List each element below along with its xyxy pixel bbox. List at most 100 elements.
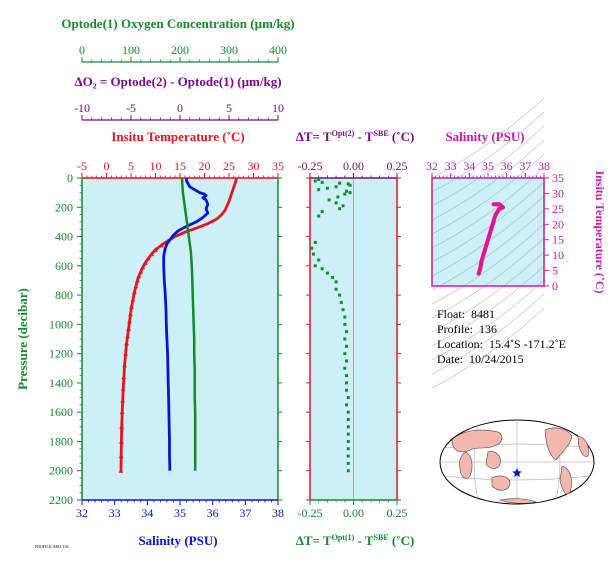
- inset-salinity-axis-tick-label: 32: [426, 159, 438, 173]
- delta-t-point: [346, 425, 350, 429]
- delta-t-point: [313, 240, 317, 244]
- oxygen-series-line: [180, 177, 197, 471]
- oxygen-axis-title: Optode(1) Oxygen Concentration (µm/kg): [61, 16, 294, 31]
- temperature-point: [122, 362, 128, 368]
- date-value: 10/24/2015: [469, 352, 524, 366]
- salinity-axis-tick-label: 37: [239, 506, 251, 520]
- delta-t-point: [348, 191, 352, 195]
- dt-top-axis-title: ΔT= TOpt(2) - TSBE (˚C): [296, 129, 415, 144]
- salinity-axis-tick-label: 36: [207, 506, 219, 520]
- delta-o2-axis-title: ΔO₂ = Optode(2) - Optode(1) (µm/kg): [74, 74, 281, 89]
- density-contour: [431, 251, 545, 333]
- delta-t-point: [338, 293, 342, 297]
- ts-point: [478, 262, 483, 267]
- float-label: Float:: [437, 307, 466, 321]
- pressure-axis-tick-label: 1800: [49, 434, 73, 448]
- density-contour: [431, 181, 545, 263]
- ts-point: [490, 222, 495, 227]
- inset-salinity-axis-tick-label: 33: [445, 159, 457, 173]
- delta-t-point: [325, 271, 329, 275]
- temperature-point: [145, 256, 151, 261]
- delta-o2-axis-tick-label: -10: [74, 101, 90, 115]
- temperature-axis-tick-label: 10: [150, 159, 162, 173]
- density-contour: [431, 97, 545, 179]
- dt-top-axis-tick-label: 0.00: [343, 159, 364, 173]
- delta-t-point: [317, 177, 321, 181]
- oxygen-axis-tick-label: 0: [79, 43, 85, 57]
- profile-info: Profile: 136: [437, 322, 497, 337]
- pressure-axis-tick-label: 2200: [49, 493, 73, 507]
- delta-t-point: [346, 418, 350, 421]
- delta-t-point: [327, 198, 331, 202]
- delta-t-point: [334, 185, 338, 189]
- ts-point: [486, 237, 490, 242]
- temperature-point: [118, 468, 124, 473]
- delta-t-point: [338, 181, 342, 185]
- dt-bottom-axis-tick-label: 0.00: [343, 506, 364, 520]
- density-contour: [431, 307, 545, 389]
- temperature-point: [136, 273, 142, 279]
- temperature-axis-tick-label: 25: [223, 159, 235, 173]
- inset-temperature-tick-label: 15: [552, 233, 564, 247]
- temperature-point: [128, 311, 133, 317]
- delta-t-point: [320, 210, 324, 214]
- temperature-point: [149, 251, 154, 257]
- temperature-point: [119, 409, 125, 415]
- delta-t-point: [317, 258, 321, 262]
- delta-t-point: [346, 439, 350, 443]
- pressure-axis-tick-label: 1200: [49, 347, 73, 361]
- ts-point: [493, 213, 498, 218]
- density-contour: [431, 237, 545, 319]
- delta-t-point: [336, 195, 340, 199]
- ts-point: [481, 253, 486, 258]
- delta-o2-axis-tick-label: 0: [177, 101, 183, 115]
- temperature-point: [126, 326, 131, 331]
- density-contour: [431, 125, 545, 207]
- temperature-point: [153, 247, 158, 252]
- map-land: [451, 427, 589, 504]
- delta-o2-axis-tick-label: 5: [226, 101, 232, 115]
- temperature-point: [127, 318, 132, 324]
- ts-point: [497, 202, 502, 207]
- dt-top-axis-tick-label: -0.25: [298, 159, 323, 173]
- delta-t-point: [343, 366, 347, 370]
- ts-point: [497, 206, 502, 211]
- density-contour: [431, 223, 545, 305]
- delta-t-point: [339, 300, 343, 304]
- temperature-point: [134, 277, 140, 283]
- float-value: 8481: [471, 307, 496, 321]
- density-contour: [431, 139, 545, 221]
- float-location-marker: [512, 468, 522, 477]
- delta-t-point: [345, 403, 349, 407]
- pressure-axis-tick-label: 400: [55, 230, 73, 244]
- density-contour: [431, 279, 545, 361]
- temperature-point: [123, 351, 129, 356]
- ts-point: [492, 216, 497, 221]
- temperature-point: [119, 424, 125, 429]
- delta-t-point: [334, 201, 338, 205]
- pressure-axis-tick-label: 1600: [49, 405, 73, 419]
- oxygen-axis-tick-label: 300: [220, 43, 238, 57]
- inset-temperature-tick-label: 10: [552, 248, 564, 262]
- delta-o2-axis-tick-label: 10: [272, 101, 284, 115]
- delta-t-point: [346, 396, 350, 400]
- profile-label: Profile:: [437, 322, 473, 336]
- temperature-point: [120, 397, 126, 403]
- delta-t-point: [345, 189, 349, 193]
- delta-t-point: [325, 186, 329, 190]
- delta-t-point: [343, 337, 347, 341]
- profile-value: 136: [479, 322, 497, 336]
- location-label: Location:: [437, 337, 483, 351]
- ts-point: [489, 225, 494, 230]
- delta-t-point: [334, 280, 338, 284]
- delta-t-point: [345, 359, 349, 363]
- delta-t-point: [343, 192, 347, 196]
- pressure-axis-tick-label: 800: [55, 288, 73, 302]
- temperature-axis-tick-label: 35: [272, 159, 284, 173]
- temperature-point: [124, 340, 129, 346]
- inset-temperature-tick-label: 0: [552, 279, 558, 293]
- delta-t-point: [313, 179, 317, 183]
- temperature-point: [130, 296, 136, 302]
- salinity-axis-tick-label: 33: [109, 506, 121, 520]
